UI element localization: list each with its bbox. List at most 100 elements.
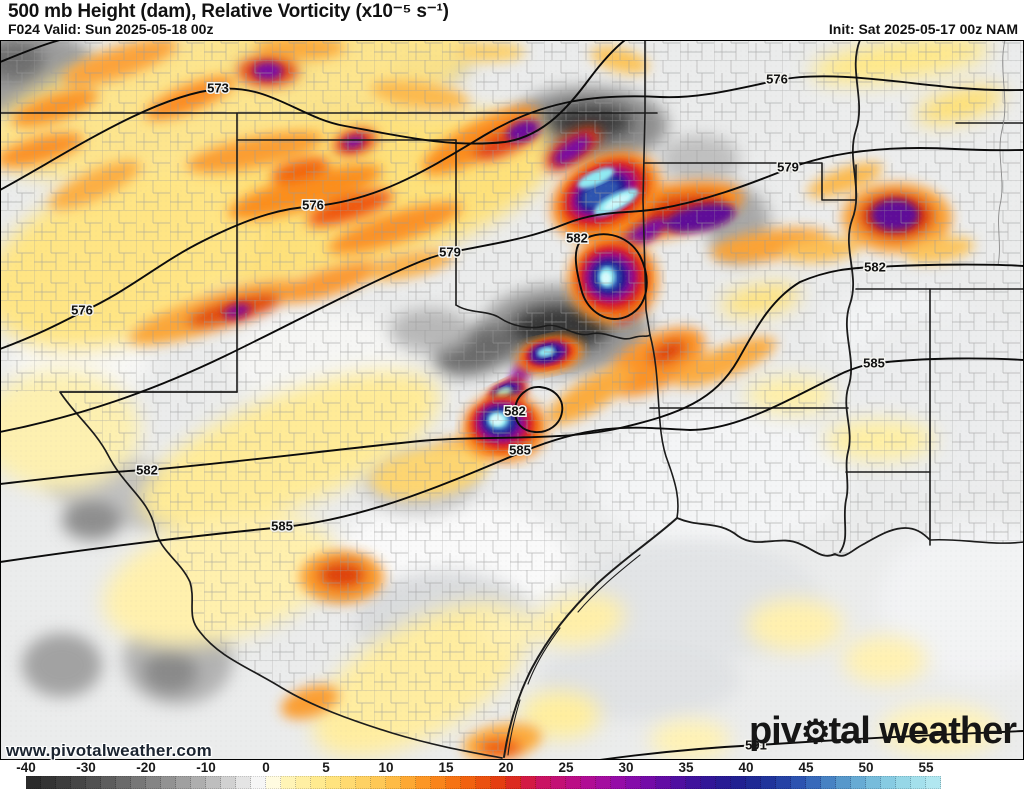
colorbar-cell	[251, 776, 266, 789]
colorbar-cell	[266, 776, 281, 789]
colorbar-cell	[401, 776, 416, 789]
contour-label-582: 582	[136, 463, 158, 478]
colorbar-cell	[206, 776, 221, 789]
colorbar-cell	[476, 776, 491, 789]
colorbar-tick-5: 5	[322, 760, 330, 775]
logo-text-pre: piv	[748, 710, 802, 752]
colorbar-cell	[176, 776, 191, 789]
watermark: www.pivotalweather.com	[6, 741, 212, 760]
contour-label-576: 576	[302, 198, 324, 213]
colorbar-cell	[656, 776, 671, 789]
colorbar-tick-0: 0	[262, 760, 270, 775]
colorbar-cell	[281, 776, 296, 789]
contour-label-585: 585	[863, 356, 885, 371]
colorbar-cell	[56, 776, 71, 789]
colorbar-cell	[191, 776, 206, 789]
colorbar-cell	[671, 776, 686, 789]
colorbar-tick--30: -30	[76, 760, 96, 775]
forecast-valid-label: F024 Valid: Sun 2025-05-18 00z	[8, 21, 214, 37]
colorbar-cell	[611, 776, 626, 789]
contour-labels: 573 576 576 576 579 579 582 582 582 582 585 585 585 5…	[70, 70, 888, 754]
colorbar-cell	[761, 776, 776, 789]
colorbar-tick-35: 35	[678, 760, 694, 775]
colorbar-cell	[641, 776, 656, 789]
colorbar-cell	[431, 776, 446, 789]
header: 500 mb Height (dam), Relative Vorticity …	[0, 0, 1024, 40]
gear-icon: ⚙	[800, 713, 831, 750]
logo-text-post: tal weather	[828, 710, 1017, 752]
colorbar-cell	[296, 776, 311, 789]
colorbar-cell	[881, 776, 896, 789]
colorbar: -40 -30 -20 -10 0 5 10 15 20 25 30 35 40 45 50 55	[0, 760, 1024, 791]
contour-label-582: 582	[864, 260, 886, 275]
colorbar-cell	[326, 776, 341, 789]
colorbar-cell	[776, 776, 791, 789]
colorbar-cell	[926, 776, 941, 789]
colorbar-tick-45: 45	[798, 760, 814, 775]
colorbar-cell	[821, 776, 836, 789]
colorbar-cell	[866, 776, 881, 789]
contour-label-576: 576	[71, 303, 93, 318]
colorbar-tick-10: 10	[378, 760, 394, 775]
colorbar-cell	[686, 776, 701, 789]
map-canvas: 573 576 576 576 579 579 582 582 582 582 585 585 585 5…	[0, 40, 1024, 760]
model-init-label: Init: Sat 2025-05-17 00z NAM	[828, 21, 1018, 37]
colorbar-cell	[356, 776, 371, 789]
contour-label-579: 579	[777, 160, 799, 175]
colorbar-tick-40: 40	[738, 760, 754, 775]
colorbar-cell	[461, 776, 476, 789]
colorbar-tick-50: 50	[858, 760, 874, 775]
colorbar-cell	[566, 776, 581, 789]
colorbar-cell	[491, 776, 506, 789]
colorbar-cell	[236, 776, 251, 789]
colorbar-cell	[116, 776, 131, 789]
contour-label-582: 582	[504, 404, 526, 419]
contour-label-585: 585	[509, 443, 531, 458]
colorbar-cell	[791, 776, 806, 789]
colorbar-cell	[101, 776, 116, 789]
colorbar-tick--40: -40	[16, 760, 36, 775]
colorbar-cell	[701, 776, 716, 789]
colorbar-cell	[341, 776, 356, 789]
vorticity-map-svg: 573 576 576 576 579 579 582 582 582 582 585 585 585 5…	[0, 40, 1024, 760]
colorbar-cell	[836, 776, 851, 789]
colorbar-cell	[416, 776, 431, 789]
height-contours	[0, 40, 1024, 760]
colorbar-cell	[446, 776, 461, 789]
colorbar-cell	[221, 776, 236, 789]
colorbar-cell	[161, 776, 176, 789]
colorbar-cell	[506, 776, 521, 789]
colorbar-cell	[581, 776, 596, 789]
contour-label-576: 576	[766, 72, 788, 87]
contour-label-582: 582	[566, 231, 588, 246]
colorbar-cell	[146, 776, 161, 789]
contour-label-591: 591	[745, 738, 767, 753]
colorbar-cell	[131, 776, 146, 789]
colorbar-tick--20: -20	[136, 760, 156, 775]
colorbar-cell	[371, 776, 386, 789]
colorbar-cell	[806, 776, 821, 789]
colorbar-cell	[86, 776, 101, 789]
colorbar-cell	[596, 776, 611, 789]
pivotal-weather-logo: piv⚙tal weather	[748, 710, 1017, 752]
colorbar-cell	[71, 776, 86, 789]
colorbar-tick-30: 30	[618, 760, 634, 775]
colorbar-cell	[626, 776, 641, 789]
colorbar-cell	[851, 776, 866, 789]
colorbar-tick--10: -10	[196, 760, 216, 775]
colorbar-cell	[731, 776, 746, 789]
colorbar-cell	[386, 776, 401, 789]
colorbar-cell	[746, 776, 761, 789]
colorbar-cell	[41, 776, 56, 789]
colorbar-cell	[896, 776, 911, 789]
colorbar-cell	[551, 776, 566, 789]
contour-label-585: 585	[271, 519, 293, 534]
colorbar-cell	[536, 776, 551, 789]
colorbar-cell	[521, 776, 536, 789]
page-title: 500 mb Height (dam), Relative Vorticity …	[8, 1, 449, 22]
colorbar-tick-55: 55	[918, 760, 934, 775]
colorbar-tick-15: 15	[438, 760, 454, 775]
colorbar-cell	[911, 776, 926, 789]
contour-label-579: 579	[439, 245, 461, 260]
